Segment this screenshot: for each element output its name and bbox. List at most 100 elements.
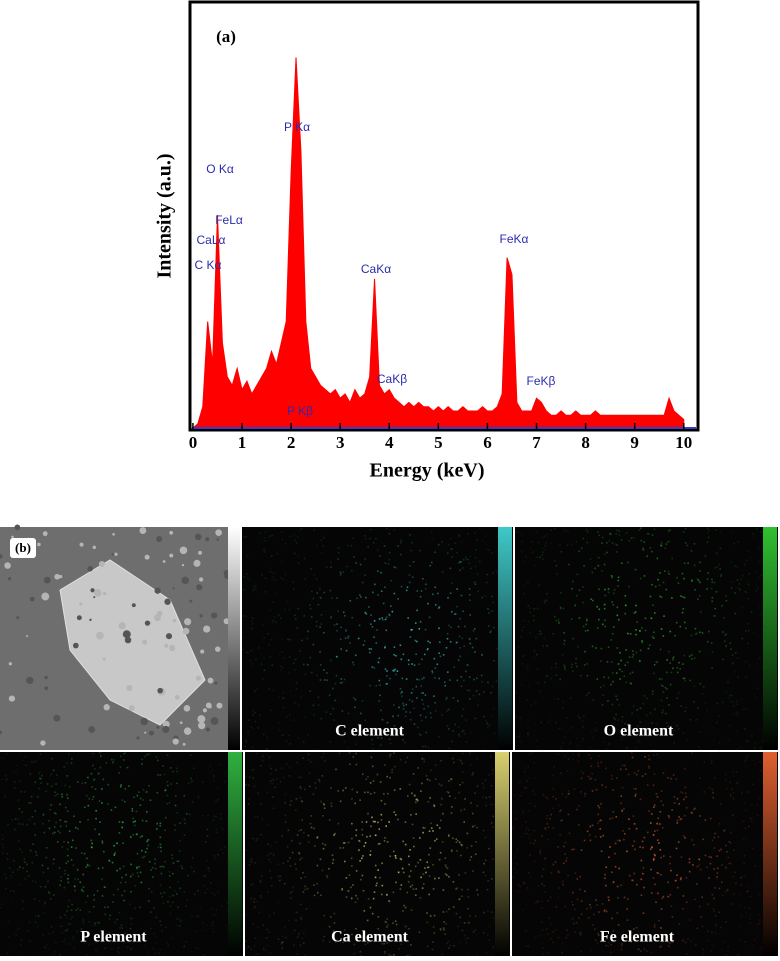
- map-dot: [746, 581, 748, 583]
- map-dot: [332, 854, 334, 856]
- map-dot: [359, 799, 361, 801]
- sem-grain: [197, 715, 205, 723]
- map-dot: [745, 591, 747, 593]
- map-dot: [621, 539, 623, 541]
- map-dot: [322, 940, 324, 942]
- map-dot: [146, 791, 148, 793]
- map-dot: [435, 710, 437, 712]
- map-dot: [63, 841, 65, 843]
- map-dot: [663, 896, 665, 898]
- map-dot: [245, 616, 247, 618]
- map-dot: [567, 935, 569, 937]
- map-dot: [563, 643, 565, 645]
- map-dot: [434, 702, 436, 704]
- map-dot: [591, 778, 593, 780]
- map-dot: [413, 773, 415, 775]
- map-dot: [435, 778, 437, 780]
- map-dot: [488, 612, 490, 614]
- map-dot: [521, 663, 523, 665]
- map-dot: [563, 529, 565, 531]
- map-dot: [73, 815, 75, 817]
- map-dot: [31, 862, 33, 864]
- map-dot: [708, 877, 710, 879]
- map-dot: [106, 762, 108, 764]
- map-dot: [586, 618, 588, 620]
- map-dot: [662, 712, 664, 714]
- map-dot: [154, 858, 156, 860]
- map-dot: [672, 659, 674, 661]
- map-dot: [73, 865, 75, 867]
- map-dot: [615, 816, 617, 818]
- map-dot: [70, 943, 72, 945]
- map-dot: [267, 928, 269, 930]
- map-dot: [624, 664, 626, 666]
- map-dot: [53, 894, 55, 896]
- map-dot: [321, 614, 323, 616]
- map-dot: [580, 934, 582, 936]
- map-dot: [747, 598, 749, 600]
- map-dot: [525, 829, 527, 831]
- map-dot: [387, 841, 389, 843]
- map-dot: [708, 856, 710, 858]
- map-dot: [658, 920, 660, 922]
- map-dot: [676, 725, 678, 727]
- map-dot: [673, 796, 675, 798]
- map-dot: [373, 821, 375, 823]
- map-dot: [19, 866, 21, 868]
- map-dot: [587, 675, 589, 677]
- sem-grain: [184, 618, 191, 625]
- map-dot: [535, 903, 537, 905]
- map-dot: [746, 560, 748, 562]
- map-dot: [524, 771, 526, 773]
- map-dot: [659, 596, 661, 598]
- map-dot: [578, 755, 580, 757]
- map-dot: [551, 872, 553, 874]
- map-dot: [754, 747, 756, 749]
- map-dot: [267, 633, 269, 635]
- map-dot: [313, 714, 315, 716]
- map-dot: [756, 590, 758, 592]
- map-dot: [660, 800, 662, 802]
- map-dot: [313, 644, 315, 646]
- map-dot: [10, 875, 12, 877]
- map-dot: [685, 942, 687, 944]
- map-dot: [298, 555, 300, 557]
- map-dot: [632, 650, 634, 652]
- map-dot: [477, 785, 479, 787]
- map-dot: [601, 784, 603, 786]
- map-dot: [427, 945, 429, 947]
- map-dot: [2, 838, 4, 840]
- map-dot: [615, 543, 617, 545]
- map-dot: [469, 594, 471, 596]
- map-dot: [55, 954, 57, 956]
- map-dot: [744, 802, 746, 804]
- map-dot: [333, 834, 335, 836]
- map-dot: [657, 893, 659, 895]
- map-dot: [729, 741, 731, 743]
- map-dot: [355, 902, 357, 904]
- map-dot: [340, 571, 342, 573]
- map-dot: [621, 671, 623, 673]
- map-dot: [537, 608, 539, 610]
- map-dot: [344, 861, 346, 863]
- sem-grain: [162, 726, 169, 733]
- map-dot: [583, 565, 585, 567]
- map-dot: [434, 587, 436, 589]
- map-dot: [545, 545, 547, 547]
- map-dot: [640, 799, 642, 801]
- map-dot: [26, 871, 28, 873]
- map-dot: [475, 929, 477, 931]
- map-dot: [438, 627, 440, 629]
- map-dot: [304, 886, 306, 888]
- map-dot: [618, 530, 620, 532]
- map-dot: [572, 918, 574, 920]
- map-dot: [689, 871, 691, 873]
- map-dot: [260, 765, 262, 767]
- map-dot: [479, 750, 481, 752]
- map-dot: [547, 839, 549, 841]
- map-dot: [384, 803, 386, 805]
- map-dot: [528, 829, 530, 831]
- map-dot: [594, 928, 596, 930]
- map-dot: [431, 539, 433, 541]
- map-dot: [338, 552, 340, 554]
